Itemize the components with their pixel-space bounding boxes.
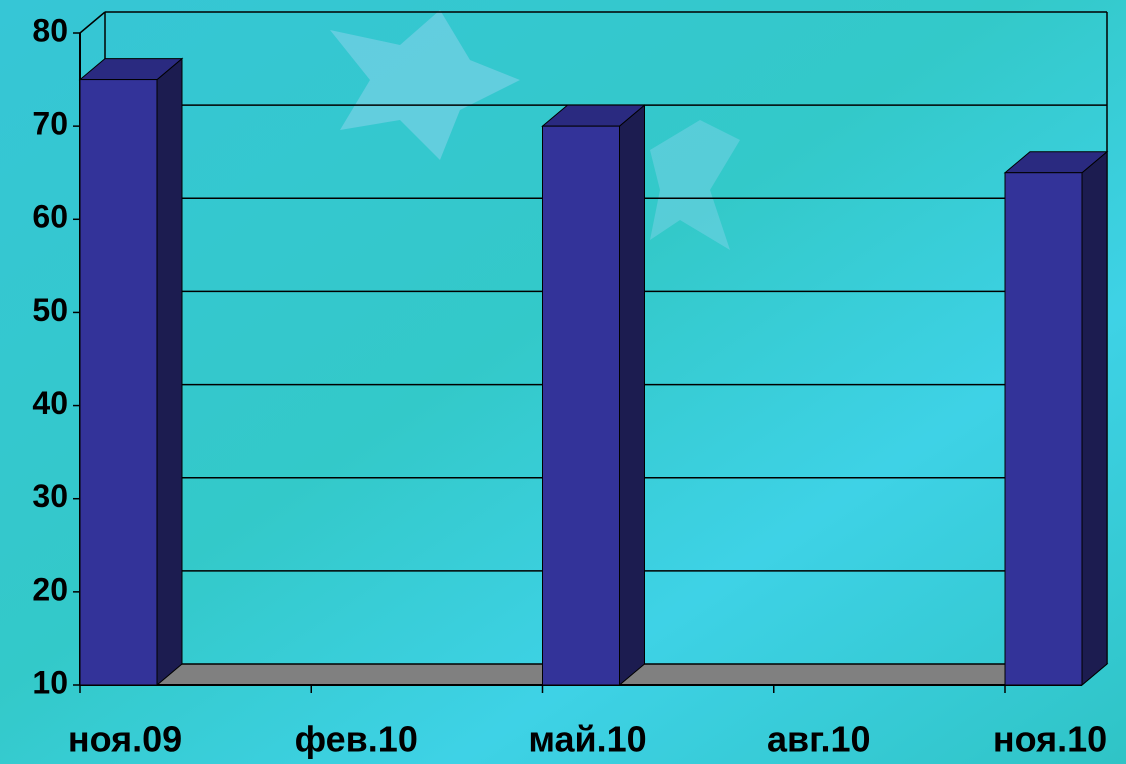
bar xyxy=(80,80,157,685)
y-tick-label: 70 xyxy=(32,106,68,142)
x-tick-label: ноя.10 xyxy=(993,719,1107,760)
y-tick-label: 80 xyxy=(32,12,68,48)
y-tick-label: 60 xyxy=(32,199,68,235)
y-tick-label: 10 xyxy=(32,664,68,700)
x-tick-label: фев.10 xyxy=(295,719,418,760)
y-tick-label: 40 xyxy=(32,385,68,421)
bar-side xyxy=(620,105,645,685)
y-tick-label: 30 xyxy=(32,478,68,514)
bar-side xyxy=(157,59,182,685)
bar xyxy=(543,126,620,685)
y-tick-label: 50 xyxy=(32,292,68,328)
bar xyxy=(1005,173,1082,685)
bar-side xyxy=(1082,152,1107,685)
x-tick-label: май.10 xyxy=(528,719,646,760)
x-tick-label: авг.10 xyxy=(767,719,871,760)
x-tick-label: ноя.09 xyxy=(68,719,182,760)
y-tick-label: 20 xyxy=(32,571,68,607)
chart: 10 20 30 40 50 60 70 80 ноя.09 фев.10 май.10 авг.10… xyxy=(0,0,1126,764)
